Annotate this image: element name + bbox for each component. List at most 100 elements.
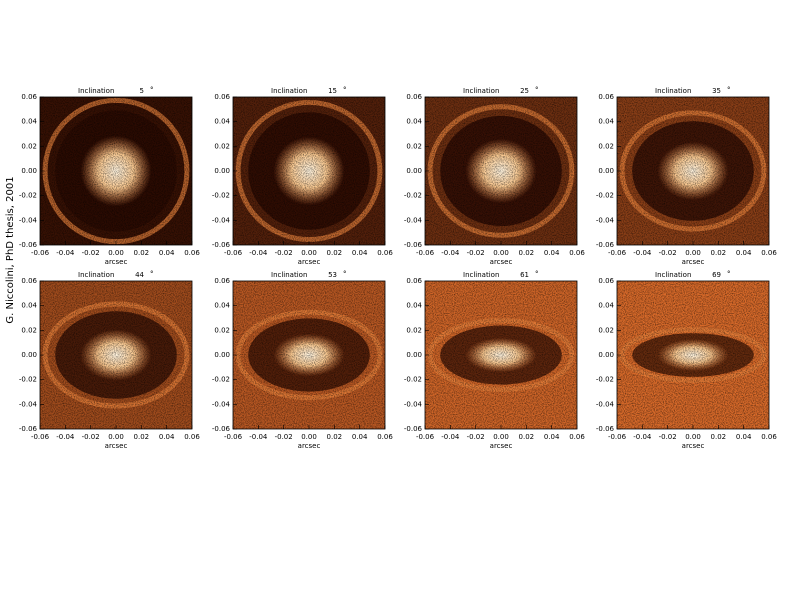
y-tick-label: 0.04 <box>214 302 230 310</box>
image <box>617 281 769 429</box>
side-note: G. Niccolini, PhD thesis, 2001 <box>5 176 16 323</box>
x-tick-label: 0.04 <box>544 249 560 257</box>
y-tick-label: -0.06 <box>596 425 615 433</box>
y-tick-label: -0.06 <box>212 425 231 433</box>
x-tick-label: 0.00 <box>493 433 509 441</box>
y-tick-label: 0.06 <box>21 277 37 285</box>
x-tick-label: 0.00 <box>493 249 509 257</box>
grain <box>233 97 385 245</box>
grain <box>425 97 577 245</box>
grain <box>40 97 192 245</box>
x-tick-label: 0.04 <box>159 249 175 257</box>
panel-unit: ° <box>727 86 731 94</box>
x-tick-label: 0.00 <box>108 433 124 441</box>
x-tick-label: 0.06 <box>569 249 585 257</box>
y-tick-label: -0.06 <box>19 425 38 433</box>
panel-inclination: 25 <box>520 87 529 95</box>
y-tick-label: 0.02 <box>598 326 614 334</box>
x-tick-label: -0.06 <box>31 249 50 257</box>
y-tick-label: -0.02 <box>596 192 614 200</box>
y-tick-label: -0.06 <box>596 241 615 249</box>
x-tick-label: -0.02 <box>659 249 677 257</box>
y-tick-label: -0.06 <box>212 241 231 249</box>
panel-inclination: 53 <box>328 271 337 279</box>
y-tick-label: 0.04 <box>406 118 422 126</box>
y-tick-label: -0.02 <box>19 376 37 384</box>
panel: Inclination 53 ° -0.06 -0.04 -0.02 0.00 0.02 0.0… <box>212 270 393 450</box>
grain <box>617 97 769 245</box>
grain <box>40 281 192 429</box>
y-tick-label: 0.02 <box>21 326 37 334</box>
y-tick-label: -0.04 <box>404 216 423 224</box>
y-tick-label: -0.02 <box>404 376 422 384</box>
y-tick-label: 0.00 <box>598 167 614 175</box>
y-tick-label: 0.02 <box>21 142 37 150</box>
y-tick-label: -0.04 <box>19 400 38 408</box>
x-tick-label: 0.02 <box>519 433 535 441</box>
image <box>40 281 192 429</box>
panel-title: Inclination <box>463 271 499 279</box>
x-tick-label: 0.02 <box>711 249 727 257</box>
y-tick-label: 0.04 <box>21 118 37 126</box>
y-tick-label: -0.06 <box>404 425 423 433</box>
x-tick-label: -0.04 <box>441 433 460 441</box>
x-tick-label: -0.06 <box>224 433 243 441</box>
x-tick-label: 0.04 <box>159 433 175 441</box>
x-tick-label: 0.02 <box>711 433 727 441</box>
y-tick-label: -0.04 <box>596 400 615 408</box>
y-tick-label: 0.04 <box>21 302 37 310</box>
y-tick-label: 0.00 <box>406 351 422 359</box>
panel-inclination: 61 <box>520 271 529 279</box>
x-tick-label: 0.02 <box>327 249 343 257</box>
panel-title: Inclination <box>78 87 114 95</box>
panel-title: Inclination <box>463 87 499 95</box>
x-tick-label: -0.06 <box>608 249 627 257</box>
x-tick-label: 0.00 <box>301 433 317 441</box>
x-tick-label: 0.04 <box>352 249 368 257</box>
x-tick-label: -0.02 <box>659 433 677 441</box>
panel: Inclination 61 ° -0.06 -0.04 -0.02 0.00 0.02 0.0… <box>404 270 585 450</box>
y-tick-label: -0.06 <box>19 241 38 249</box>
y-tick-label: 0.06 <box>214 277 230 285</box>
y-tick-label: 0.04 <box>598 302 614 310</box>
panel-unit: ° <box>727 270 731 278</box>
image <box>617 97 769 245</box>
y-tick-label: 0.02 <box>406 142 422 150</box>
x-tick-label: -0.04 <box>56 249 75 257</box>
grain <box>233 281 385 429</box>
y-tick-label: 0.06 <box>406 93 422 101</box>
x-tick-label: 0.06 <box>184 249 200 257</box>
x-axis-label: arcsec <box>682 442 705 450</box>
panel-unit: ° <box>343 86 347 94</box>
x-tick-label: 0.04 <box>736 249 752 257</box>
panel-title: Inclination <box>271 271 307 279</box>
image <box>233 97 385 245</box>
x-tick-label: 0.00 <box>301 249 317 257</box>
y-tick-label: 0.00 <box>21 167 37 175</box>
x-tick-label: -0.02 <box>82 249 100 257</box>
y-tick-label: 0.00 <box>21 351 37 359</box>
y-tick-label: -0.04 <box>19 216 38 224</box>
y-tick-label: -0.02 <box>596 376 614 384</box>
y-tick-label: 0.04 <box>598 118 614 126</box>
y-tick-label: 0.06 <box>21 93 37 101</box>
x-tick-label: -0.02 <box>275 249 293 257</box>
x-tick-label: -0.04 <box>441 249 460 257</box>
x-tick-label: -0.06 <box>416 249 435 257</box>
y-tick-label: -0.04 <box>212 216 231 224</box>
panel-inclination: 44 <box>135 271 144 279</box>
x-tick-label: 0.02 <box>519 249 535 257</box>
y-tick-label: 0.06 <box>598 93 614 101</box>
x-tick-label: 0.06 <box>377 433 393 441</box>
x-tick-label: 0.06 <box>761 433 777 441</box>
y-tick-label: 0.00 <box>598 351 614 359</box>
y-tick-label: 0.00 <box>406 167 422 175</box>
y-tick-label: 0.06 <box>406 277 422 285</box>
image <box>425 281 577 429</box>
y-tick-label: -0.02 <box>212 192 230 200</box>
y-tick-label: 0.02 <box>214 326 230 334</box>
y-tick-label: 0.00 <box>214 167 230 175</box>
x-tick-label: -0.06 <box>416 433 435 441</box>
y-tick-label: -0.02 <box>212 376 230 384</box>
x-tick-label: 0.04 <box>544 433 560 441</box>
